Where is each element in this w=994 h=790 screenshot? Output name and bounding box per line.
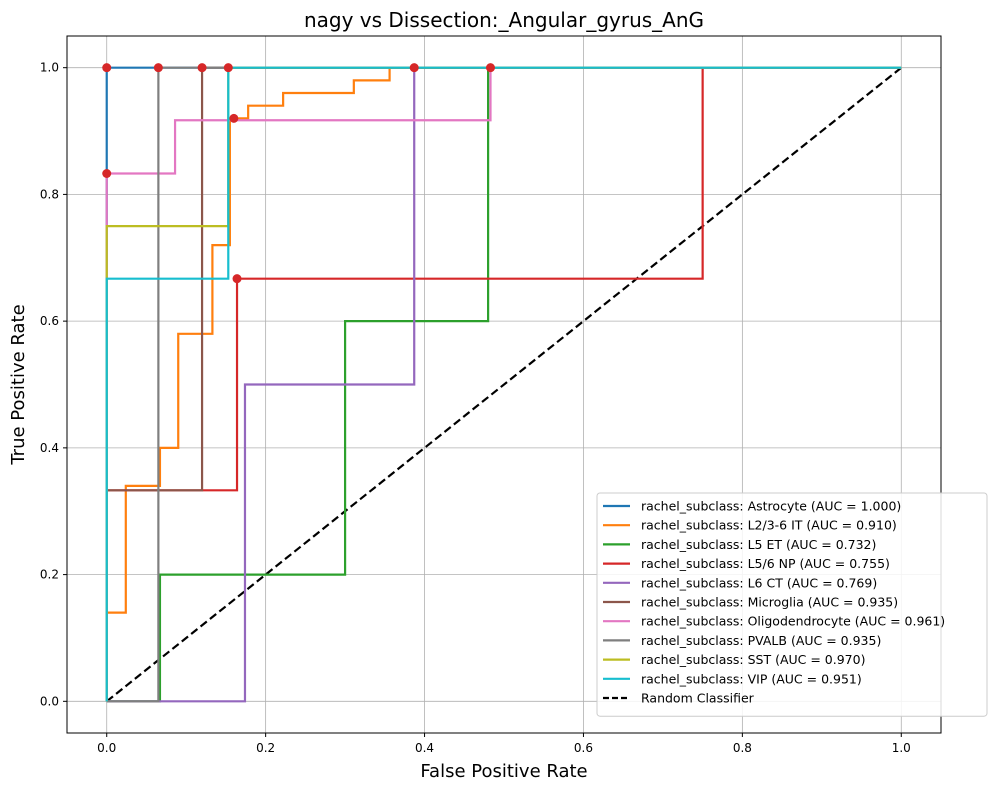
legend-entry-label: Random Classifier bbox=[641, 691, 755, 706]
threshold-marker bbox=[232, 274, 242, 284]
x-tick-label: 1.0 bbox=[892, 741, 911, 755]
series-line-10 bbox=[105, 66, 902, 702]
y-tick-label: 0.0 bbox=[40, 694, 59, 708]
y-tick-label: 1.0 bbox=[40, 61, 59, 75]
x-axis-title: False Positive Rate bbox=[420, 761, 587, 782]
threshold-marker bbox=[153, 63, 163, 73]
ticks: 0.0 0.2 0.4 0.6 0.8 1.0 0.0 0.2 0.4 0.6 0.8 1.0 bbox=[40, 61, 911, 755]
x-tick-label: 0.6 bbox=[574, 741, 593, 755]
legend-entry-label: rachel_subclass: Oligodendrocyte (AUC = … bbox=[641, 614, 945, 629]
x-tick-label: 0.0 bbox=[97, 741, 116, 755]
threshold-marker bbox=[197, 63, 207, 73]
y-tick-label: 0.8 bbox=[40, 187, 59, 201]
legend-entry-label: rachel_subclass: Microglia (AUC = 0.935) bbox=[641, 595, 898, 610]
y-axis-title: True Positive Rate bbox=[8, 304, 29, 465]
threshold-marker bbox=[485, 63, 495, 73]
legend-entry-label: rachel_subclass: VIP (AUC = 0.951) bbox=[641, 671, 862, 686]
y-tick-label: 0.2 bbox=[40, 568, 59, 582]
legend-entry-label: rachel_subclass: L2/3-6 IT (AUC = 0.910) bbox=[641, 518, 897, 533]
x-tick-label: 0.2 bbox=[256, 741, 275, 755]
series-line-3 bbox=[106, 66, 902, 703]
y-tick-label: 0.6 bbox=[40, 314, 59, 328]
y-tick-label: 0.4 bbox=[40, 441, 59, 455]
legend-entry-label: rachel_subclass: L6 CT (AUC = 0.769) bbox=[641, 575, 877, 590]
random-classifier-line bbox=[106, 66, 902, 703]
x-tick-label: 0.8 bbox=[733, 741, 752, 755]
series-line-2 bbox=[105, 66, 902, 702]
legend: rachel_subclass: Astrocyte (AUC = 1.000)… bbox=[596, 492, 988, 717]
legend-entry-label: rachel_subclass: L5 ET (AUC = 0.732) bbox=[641, 537, 876, 552]
threshold-marker bbox=[229, 113, 239, 123]
legend-entry-label: rachel_subclass: Astrocyte (AUC = 1.000) bbox=[641, 499, 901, 514]
x-tick-label: 0.4 bbox=[415, 741, 434, 755]
legend-box bbox=[596, 492, 988, 717]
legend-entry-label: rachel_subclass: L5/6 NP (AUC = 0.755) bbox=[641, 556, 890, 571]
threshold-marker bbox=[102, 63, 112, 73]
reference-line-layer bbox=[106, 66, 902, 703]
threshold-marker bbox=[409, 63, 419, 73]
threshold-marker bbox=[223, 63, 233, 73]
plot-area-frame bbox=[66, 35, 942, 734]
threshold-marker bbox=[102, 168, 112, 178]
legend-entry-label: rachel_subclass: SST (AUC = 0.970) bbox=[641, 652, 865, 667]
legend-entry-label: rachel_subclass: PVALB (AUC = 0.935) bbox=[641, 633, 881, 648]
chart-title: nagy vs Dissection:_Angular_gyrus_AnG bbox=[304, 8, 704, 32]
marker-layer bbox=[102, 63, 495, 284]
